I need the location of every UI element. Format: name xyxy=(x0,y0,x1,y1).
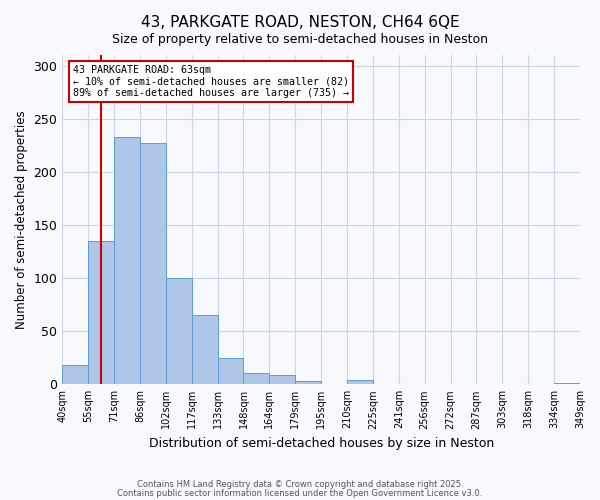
Bar xyxy=(295,381,321,384)
X-axis label: Distribution of semi-detached houses by size in Neston: Distribution of semi-detached houses by … xyxy=(149,437,494,450)
Text: Contains HM Land Registry data © Crown copyright and database right 2025.: Contains HM Land Registry data © Crown c… xyxy=(137,480,463,489)
Bar xyxy=(244,372,269,384)
Bar xyxy=(140,143,166,384)
Bar xyxy=(347,380,373,384)
Bar xyxy=(192,316,218,384)
Bar xyxy=(114,137,140,384)
Text: 43, PARKGATE ROAD, NESTON, CH64 6QE: 43, PARKGATE ROAD, NESTON, CH64 6QE xyxy=(140,15,460,30)
Bar xyxy=(554,383,580,384)
Text: 43 PARKGATE ROAD: 63sqm
← 10% of semi-detached houses are smaller (82)
89% of se: 43 PARKGATE ROAD: 63sqm ← 10% of semi-de… xyxy=(73,65,349,98)
Bar xyxy=(269,374,295,384)
Bar xyxy=(62,365,88,384)
Bar xyxy=(88,241,114,384)
Y-axis label: Number of semi-detached properties: Number of semi-detached properties xyxy=(15,110,28,329)
Text: Size of property relative to semi-detached houses in Neston: Size of property relative to semi-detach… xyxy=(112,32,488,46)
Bar xyxy=(218,358,244,384)
Bar xyxy=(166,278,192,384)
Text: Contains public sector information licensed under the Open Government Licence v3: Contains public sector information licen… xyxy=(118,489,482,498)
